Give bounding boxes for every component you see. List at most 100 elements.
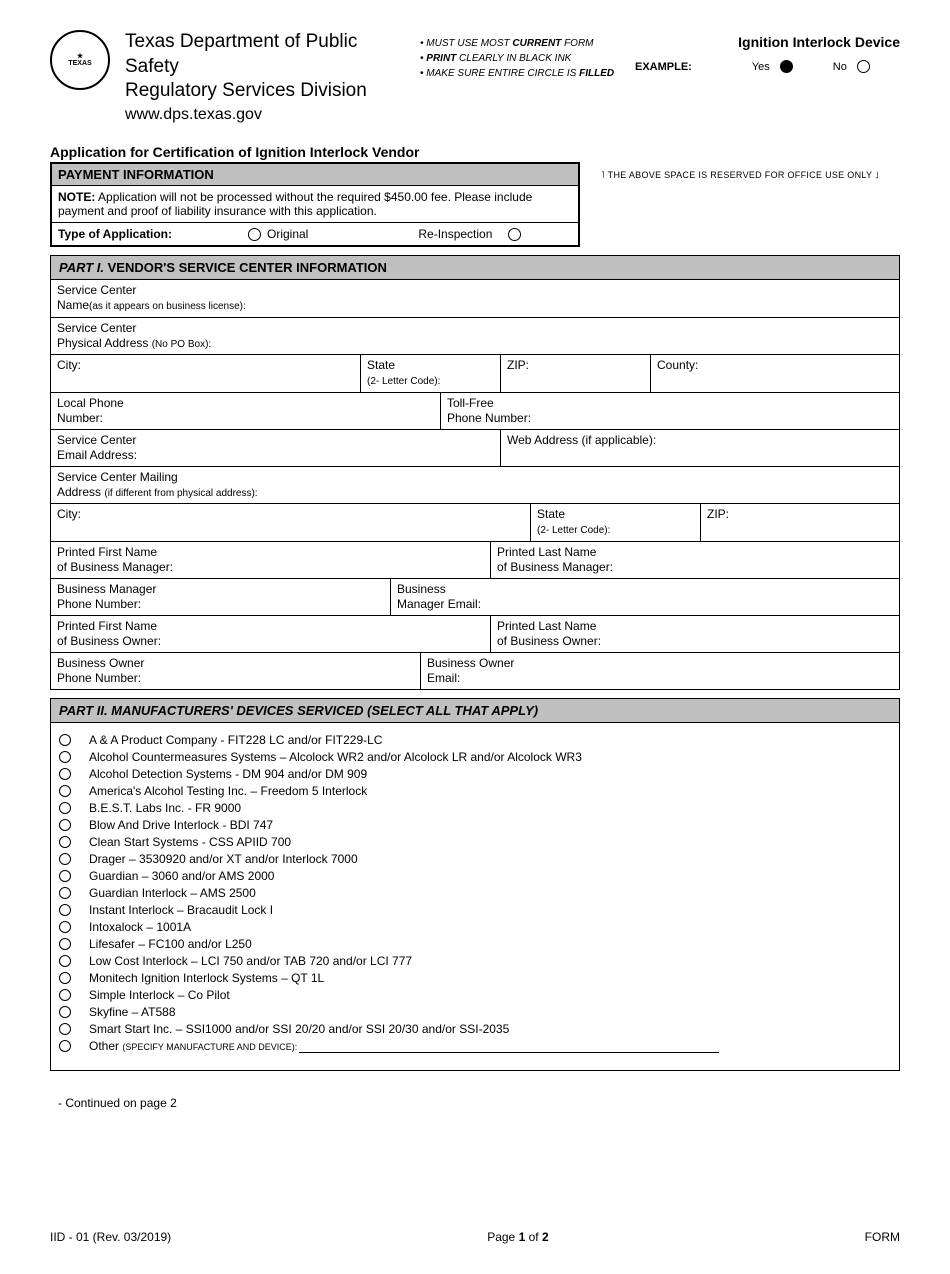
l: Local Phone (57, 396, 124, 410)
bo-last-cell[interactable]: Printed Last Nameof Business Owner: (491, 616, 899, 652)
l: Phone Number: (447, 411, 531, 425)
device-row: Alcohol Detection Systems - DM 904 and/o… (59, 767, 891, 781)
l: Web Address (if applicable): (507, 433, 656, 447)
continued-note: - Continued on page 2 (50, 1096, 900, 1110)
web-cell[interactable]: Web Address (if applicable): (501, 430, 899, 466)
l: ZIP: (507, 358, 529, 372)
bm-first-cell[interactable]: Printed First Nameof Business Manager: (51, 542, 491, 578)
part2-paren: (SELECT ALL THAT APPLY) (367, 703, 538, 718)
device-radio[interactable] (59, 955, 71, 967)
bo-email-cell[interactable]: Business OwnerEmail: (421, 653, 899, 689)
device-row: A & A Product Company - FIT228 LC and/or… (59, 733, 891, 747)
device-radio[interactable] (59, 785, 71, 797)
device-radio[interactable] (59, 802, 71, 814)
mail-addr-cell[interactable]: Service Center Mailing Address (if diffe… (51, 467, 899, 504)
footer-page: Page 1 of 2 (487, 1230, 548, 1244)
device-radio[interactable] (59, 989, 71, 1001)
device-radio[interactable] (59, 972, 71, 984)
instr3a: MAKE SURE ENTIRE CIRCLE IS (426, 68, 579, 79)
l: State (367, 358, 395, 372)
example-no-radio (857, 60, 870, 73)
instr1a: MUST USE MOST (426, 38, 512, 49)
l: Service Center (57, 283, 136, 297)
l: Business Owner (57, 656, 144, 670)
device-label: A & A Product Company - FIT228 LC and/or… (89, 733, 382, 747)
county-cell[interactable]: County: (651, 355, 899, 392)
svc-addr-cell[interactable]: Service Center Physical Address (No PO B… (51, 318, 899, 355)
device-row: Alcohol Countermeasures Systems – Alcolo… (59, 750, 891, 764)
l: of Business Owner: (497, 634, 601, 648)
device-radio[interactable] (59, 768, 71, 780)
reinspection-radio[interactable] (508, 228, 521, 241)
device-radio[interactable] (59, 1006, 71, 1018)
pd: 2 (542, 1230, 549, 1244)
device-row: B.E.S.T. Labs Inc. - FR 9000 (59, 801, 891, 815)
device-other-radio[interactable] (59, 1040, 71, 1052)
device-radio[interactable] (59, 904, 71, 916)
bm-last-cell[interactable]: Printed Last Nameof Business Manager: (491, 542, 899, 578)
device-label: Clean Start Systems - CSS APIID 700 (89, 835, 291, 849)
zip2-cell[interactable]: ZIP: (701, 504, 899, 541)
device-radio[interactable] (59, 819, 71, 831)
city-cell[interactable]: City: (51, 355, 361, 392)
device-row: Monitech Ignition Interlock Systems – QT… (59, 971, 891, 985)
device-radio[interactable] (59, 921, 71, 933)
payment-heading: PAYMENT INFORMATION (52, 164, 578, 186)
page-header: ★TEXAS Texas Department of Public Safety… (50, 30, 900, 124)
l: of Business Owner: (57, 634, 161, 648)
device-radio[interactable] (59, 751, 71, 763)
original-radio[interactable] (248, 228, 261, 241)
example-no: No (833, 61, 847, 73)
l: Printed First Name (57, 619, 157, 633)
device-radio[interactable] (59, 853, 71, 865)
l: Phone Number: (57, 671, 141, 685)
l: Toll-Free (447, 396, 494, 410)
instr1c: FORM (561, 38, 593, 49)
svc-name-cell[interactable]: Service Center Name(as it appears on bus… (51, 280, 899, 317)
bm-email-cell[interactable]: BusinessManager Email: (391, 579, 899, 615)
l: (if different from physical address): (104, 488, 257, 499)
device-label: Smart Start Inc. – SSI1000 and/or SSI 20… (89, 1022, 509, 1036)
l: City: (57, 358, 81, 372)
device-row: Drager – 3530920 and/or XT and/or Interl… (59, 852, 891, 866)
type-label: Type of Application: (58, 227, 248, 241)
tollfree-cell[interactable]: Toll-FreePhone Number: (441, 393, 899, 429)
note-text: Application will not be processed withou… (58, 190, 532, 218)
l: Business Manager (57, 582, 156, 596)
other-input-line[interactable] (299, 1041, 719, 1053)
svc-email-cell[interactable]: Service CenterEmail Address: (51, 430, 501, 466)
device-label: Intoxalock – 1001A (89, 920, 191, 934)
state-cell[interactable]: State(2- Letter Code): (361, 355, 501, 392)
office-use-only: ˥ THE ABOVE SPACE IS RESERVED FOR OFFICE… (580, 162, 900, 247)
l: City: (57, 507, 81, 521)
device-label: Alcohol Countermeasures Systems – Alcolo… (89, 750, 582, 764)
device-radio[interactable] (59, 870, 71, 882)
city2-cell[interactable]: City: (51, 504, 531, 541)
device-radio[interactable] (59, 734, 71, 746)
l: ZIP: (707, 507, 729, 521)
device-label: Low Cost Interlock – LCI 750 and/or TAB … (89, 954, 412, 968)
device-label: Guardian – 3060 and/or AMS 2000 (89, 869, 274, 883)
l: Physical Address (57, 336, 152, 350)
device-radio[interactable] (59, 887, 71, 899)
bm-phone-cell[interactable]: Business ManagerPhone Number: (51, 579, 391, 615)
device-label: Monitech Ignition Interlock Systems – QT… (89, 971, 324, 985)
state2-cell[interactable]: State(2- Letter Code): (531, 504, 701, 541)
application-title: Application for Certification of Ignitio… (50, 144, 900, 160)
device-radio[interactable] (59, 938, 71, 950)
reinspection-label: Re-Inspection (418, 227, 492, 241)
part1-prefix: PART I. (59, 260, 108, 275)
pb: 1 (519, 1230, 526, 1244)
bo-phone-cell[interactable]: Business OwnerPhone Number: (51, 653, 421, 689)
part1-rest: VENDOR'S SERVICE CENTER INFORMATION (108, 260, 387, 275)
l: Number: (57, 411, 103, 425)
example-label: EXAMPLE: (635, 61, 692, 73)
local-phone-cell[interactable]: Local PhoneNumber: (51, 393, 441, 429)
zip-cell[interactable]: ZIP: (501, 355, 651, 392)
bo-first-cell[interactable]: Printed First Nameof Business Owner: (51, 616, 491, 652)
device-other-row: Other (SPECIFY MANUFACTURE AND DEVICE): (59, 1039, 891, 1053)
device-radio[interactable] (59, 836, 71, 848)
device-label: Instant Interlock – Bracaudit Lock I (89, 903, 273, 917)
device-radio[interactable] (59, 1023, 71, 1035)
l: Business Owner (427, 656, 514, 670)
